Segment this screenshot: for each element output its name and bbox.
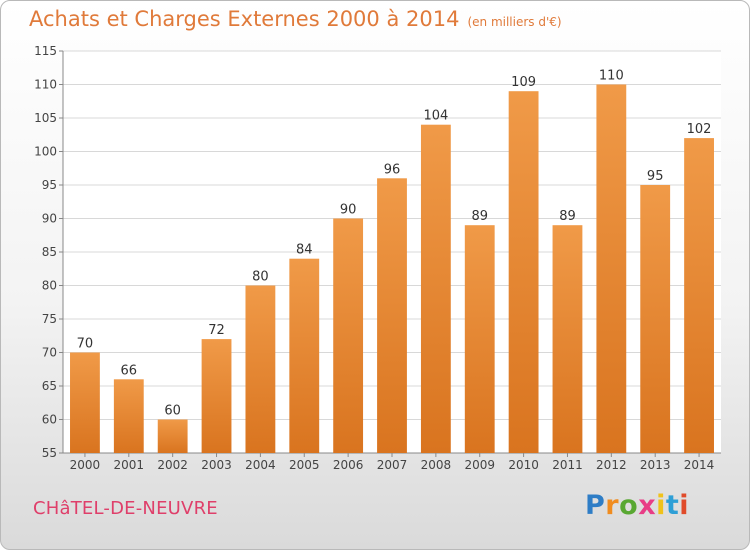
bar [113,379,144,453]
bar [552,225,583,453]
x-tick-label: 2007 [377,458,408,472]
x-tick-label: 2005 [289,458,320,472]
y-tick-label: 105 [34,111,57,125]
bar [157,419,188,453]
title-text: Achats et Charges Externes 2000 à 2014 [29,7,460,31]
data-label: 104 [423,109,448,124]
data-label: 89 [559,209,576,224]
chart-subtitle: (en milliers d'€) [467,15,562,29]
data-label: 80 [252,270,269,285]
x-tick-label: 2009 [464,458,495,472]
logo-letter: x [638,490,657,521]
bar [684,138,714,453]
data-label: 110 [599,69,624,84]
data-label: 66 [121,363,138,378]
logo-letter: i [679,490,690,521]
x-tick-label: 2014 [684,458,715,472]
x-tick-label: 2003 [201,458,232,472]
data-label: 90 [340,203,357,218]
data-label: 72 [208,323,225,338]
y-tick-label: 60 [42,413,57,427]
bar [333,218,364,453]
bar [377,178,407,454]
x-tick-label: 2002 [157,458,188,472]
data-label: 84 [296,243,313,258]
y-tick-label: 85 [42,245,57,259]
bar [289,258,320,453]
logo-letter: P [585,490,606,521]
y-tick-label: 70 [42,346,57,360]
bar [464,225,495,453]
logo-letter: o [619,490,639,521]
bar [70,352,100,453]
bar [640,185,671,453]
x-tick-label: 2000 [70,458,101,472]
logo-letter: i [656,490,666,521]
data-label: 95 [647,169,664,184]
x-tick-label: 2013 [640,458,671,472]
bar [420,124,451,453]
x-tick-label: 2004 [245,458,276,472]
bar [201,339,232,453]
data-label: 109 [511,75,536,90]
y-tick-label: 65 [42,379,57,393]
y-tick-label: 90 [42,212,57,226]
x-tick-label: 2012 [596,458,627,472]
x-tick-label: 2010 [508,458,539,472]
bar [245,285,276,453]
bar [596,84,627,453]
y-tick-label: 95 [42,178,57,192]
logo-letter: t [665,490,680,521]
y-tick-label: 75 [42,312,57,326]
chart-title: Achats et Charges Externes 2000 à 2014 (e… [29,7,562,31]
x-tick-label: 2001 [114,458,145,472]
data-label: 70 [77,337,94,352]
y-tick-label: 115 [34,44,57,58]
proxiti-logo: Proxiti [585,490,689,521]
data-label: 60 [164,404,181,419]
data-label: 102 [687,122,712,137]
y-tick-label: 100 [34,145,57,159]
y-tick-label: 55 [42,446,57,460]
y-tick-label: 110 [34,78,57,92]
x-tick-label: 2006 [333,458,364,472]
logo-letter: r [605,490,620,521]
data-label: 89 [471,209,488,224]
y-tick-label: 80 [42,279,57,293]
place-name: CHâTEL-DE-NEUVRE [33,498,218,519]
x-tick-label: 2011 [552,458,583,472]
x-tick-label: 2008 [421,458,452,472]
bar [508,91,539,453]
data-label: 96 [384,162,401,177]
